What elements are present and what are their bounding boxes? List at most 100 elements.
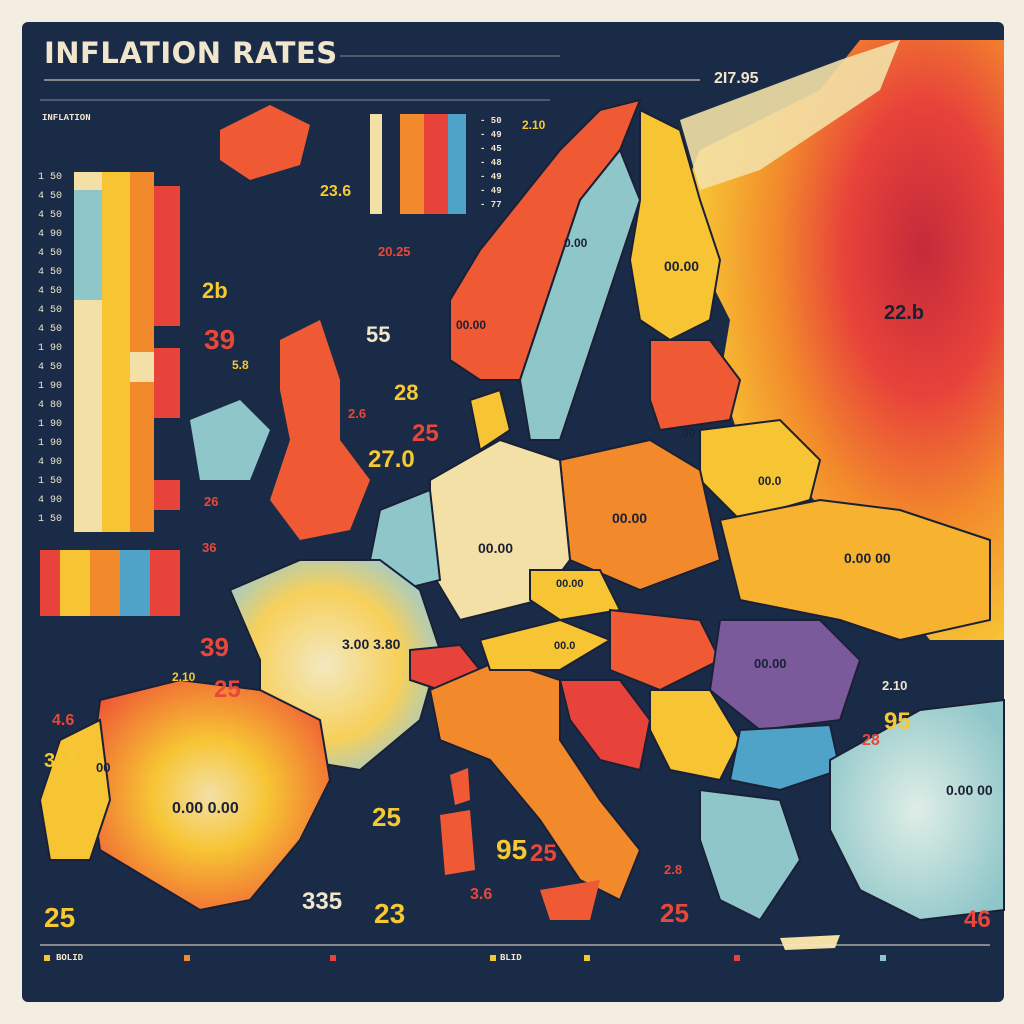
value-label-aegean: 2.8 — [664, 862, 683, 877]
value-label-france-west: 27.0 — [368, 446, 415, 473]
region-label-france: 3.00 3.80 — [342, 636, 401, 652]
iceland-region — [220, 105, 310, 180]
left-table-tick: 1 50 — [38, 514, 63, 525]
region-label-norway: 00.00 — [456, 318, 487, 332]
value-label-italy-south: 3.6 — [470, 886, 493, 903]
region-label-finland: 00.00 — [664, 258, 700, 274]
upper-legend-label: - 49 — [480, 186, 502, 196]
crete-island — [780, 935, 840, 950]
value-label-russia: 22.b — [884, 302, 925, 324]
austria-region — [478, 618, 613, 671]
value-label-biscay-a: 26 — [204, 494, 219, 509]
left-table-tick: 4 50 — [38, 324, 63, 335]
left-table-tick: 4 50 — [38, 210, 63, 221]
left-table-tick: 1 90 — [38, 419, 63, 430]
value-label-channel-c: 28 — [394, 380, 419, 405]
upper-legend-label: - 77 — [480, 200, 502, 210]
left-table-tick: 4 50 — [38, 267, 63, 278]
left-table-tick: 4 90 — [38, 229, 63, 240]
left-table-tick: 1 90 — [38, 381, 63, 392]
left-table-tick: 1 50 — [38, 172, 63, 183]
value-label-med-f: 25 — [530, 840, 557, 867]
finland-region — [628, 108, 722, 342]
italy-region — [428, 658, 642, 902]
value-label-balkan-a: 95 — [884, 708, 911, 735]
upper-legend-label: - 50 — [480, 116, 502, 126]
ireland-region — [190, 400, 270, 480]
value-label-iberia-left: 315 — [44, 750, 78, 772]
value-label-iberia-side: 4.6 — [52, 712, 75, 729]
left-table-tick: 4 50 — [38, 248, 63, 259]
bulgaria-region — [728, 723, 842, 792]
czechia-region — [529, 569, 622, 622]
region-label-germany: 00.00 — [478, 540, 514, 556]
value-label-north-sea: 20.25 — [378, 244, 411, 259]
value-label-channel-b: 2.6 — [348, 406, 367, 421]
turkey-region — [829, 698, 1005, 922]
left-table-tick: 1 90 — [38, 343, 63, 354]
region-label-czechia: 00.00 — [556, 578, 584, 590]
left-table-tick: 4 90 — [38, 495, 63, 506]
left-table-tick: 4 50 — [38, 286, 63, 297]
value-label-turkey-corner: 46 — [964, 906, 991, 933]
upper-legend-label: - 45 — [480, 144, 502, 154]
spain-region — [88, 678, 332, 912]
arctic-region — [680, 40, 900, 190]
left-bar-table — [74, 172, 180, 532]
value-label-med-d: 25 — [372, 802, 401, 832]
region-label-spain: 0.00 0.00 — [172, 800, 239, 817]
corsica-island — [450, 768, 470, 805]
romania-region — [708, 619, 862, 732]
uk-region — [270, 320, 370, 540]
region-label-sweden: 0.00 — [564, 236, 588, 250]
value-label-biscay-c: 25 — [214, 676, 241, 703]
left-table-tick: 4 50 — [38, 362, 63, 373]
upper-legend-label: - 49 — [480, 172, 502, 182]
left-table-tick: 4 90 — [38, 457, 63, 468]
value-label-channel-a: 55 — [366, 322, 391, 347]
value-label-left-small: 5.8 — [232, 358, 249, 372]
value-label-med-c: 23 — [374, 898, 406, 929]
footer-label-left: BOLID — [56, 953, 84, 963]
region-label-baltics: 00 — [682, 426, 696, 440]
region-label-romania: 00.00 — [754, 656, 787, 671]
value-label-left-big: 39 — [204, 324, 236, 355]
russia-region — [680, 40, 1004, 640]
upper-legend-label: - 49 — [480, 130, 502, 140]
balkans-west-region — [558, 679, 652, 772]
value-label-med-e: 95 — [496, 834, 528, 865]
value-label-med-a: 2.10 — [172, 670, 196, 684]
left-table-tick: 4 50 — [38, 305, 63, 316]
portugal-region — [38, 718, 112, 861]
upper-legend-label: - 48 — [480, 158, 502, 168]
footer-swatches — [44, 955, 886, 961]
value-label-biscay-b: 36 — [202, 540, 217, 555]
footer-label-mid: BLID — [500, 953, 522, 963]
sicily-island — [540, 880, 600, 920]
denmark-region — [468, 388, 512, 452]
region-label-poland: 00.00 — [612, 510, 648, 526]
left-table-tick: 4 50 — [38, 191, 63, 202]
left-table-tick: 4 80 — [38, 400, 63, 411]
value-label-greece-sea: 25 — [660, 898, 689, 928]
sweden-region — [518, 148, 642, 441]
left-table-tick: 1 50 — [38, 476, 63, 487]
region-label-turkey: 0.00 00 — [946, 782, 993, 798]
region-label-hungary: 00.0 — [554, 640, 576, 652]
value-label-med-b: 335 — [302, 888, 343, 915]
region-label-belarus: 00.0 — [758, 474, 782, 488]
ukraine-region — [718, 498, 991, 642]
region-label-portugal: 00 — [96, 760, 111, 775]
upper-legend-swatches — [370, 114, 466, 214]
value-label-spain-bottom: 25 — [44, 902, 76, 933]
serbia-region — [649, 689, 742, 782]
left-table-heading: INFLATION — [42, 113, 91, 123]
value-label-france-left: 39 — [200, 632, 229, 662]
sardinia-island — [440, 810, 475, 875]
value-label-east-sea: 2.10 — [882, 678, 908, 693]
value-label-atlantic-a: 2b — [202, 278, 228, 303]
hungary-region — [609, 608, 722, 692]
value-label-channel-d: 25 — [412, 420, 439, 447]
left-table-tick: 1 90 — [38, 438, 63, 449]
